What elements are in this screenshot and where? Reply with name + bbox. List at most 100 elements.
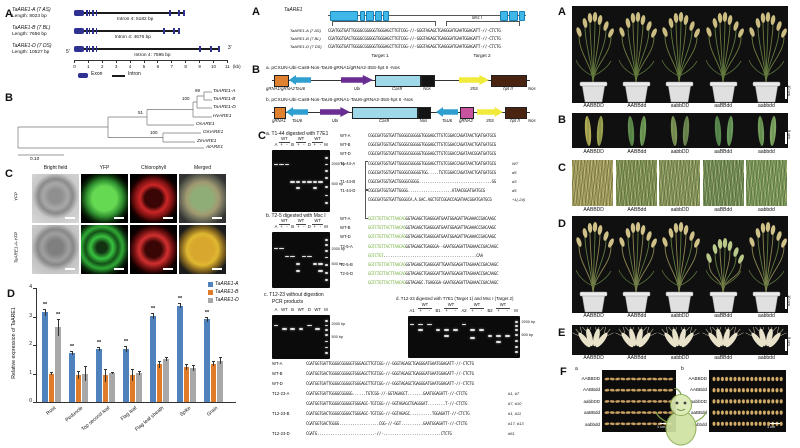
wheat-plant-photo <box>575 222 614 313</box>
gene-axis-line <box>74 60 227 61</box>
gel-lane-label: A1 <box>409 308 415 313</box>
chart-significance-marker: ** <box>42 301 48 308</box>
target-seq-name: TaARE1-B (7 BL) <box>290 36 321 41</box>
target-seq-name: TaARE1-D (7 DS) <box>290 44 322 49</box>
chart-bar <box>136 372 142 402</box>
genotype-label: AABBDD <box>583 355 604 361</box>
chart-error-bar <box>111 371 113 375</box>
seq-row-label: WT-B <box>272 371 283 376</box>
gene-axis-tick <box>213 60 214 63</box>
gel-lane-label: - <box>319 142 322 147</box>
microscopy-image <box>32 225 79 274</box>
chart-bar <box>163 359 169 402</box>
seq-allele-note: d5 <box>512 169 517 175</box>
leaf-photo <box>714 116 733 146</box>
target-bracket <box>446 21 520 26</box>
gene-exon-tick <box>85 27 88 34</box>
genotype-label: aabbdd <box>758 103 775 109</box>
panel-label-plants-flowering: A <box>558 6 566 18</box>
seq-row: CGATGGTGATTGGGGCGGGGGTGGGAGC-TGTCGG-//-G… <box>306 401 468 406</box>
seq-row: CGATGGTGATTGGGGCGGGGG......TGTCGG-//-GGT… <box>306 391 468 396</box>
gel-wt-overline <box>295 224 307 225</box>
seq-row-label: T12-23-D <box>272 431 290 436</box>
gel-wt-label: WT <box>297 217 305 223</box>
gel-band <box>307 181 312 183</box>
microscopy-row-label: YFP <box>13 192 19 201</box>
chart-error-cap <box>43 308 47 310</box>
legend-exon-swatch <box>78 73 88 78</box>
gene-axis-tick-label: 9 <box>198 63 201 69</box>
chart-bar <box>123 349 129 402</box>
tree-taxon-label: TaARE1-B <box>213 97 236 102</box>
genotype-label: AABBDD <box>688 376 707 381</box>
chart-bar <box>75 374 82 402</box>
chart-error-cap <box>205 316 209 318</box>
seq-upstream: GGTCTGTTACTTAACAG <box>368 216 406 221</box>
scale-label: 10 cm <box>787 295 792 306</box>
construct-element <box>418 107 431 119</box>
tree-scale-label: 0.10 <box>30 157 40 162</box>
gel-band <box>418 323 423 326</box>
chart-bar <box>204 319 210 402</box>
target-seq: CGATGGTGATTGGGGCGGGGGTGGGAGCTTGTCGG-//-G… <box>328 44 501 49</box>
gel-band <box>324 238 328 241</box>
field-plot-photo <box>659 160 701 206</box>
chart-bar <box>42 312 48 402</box>
construct-element <box>491 75 527 87</box>
seq-row-label: WT-B <box>340 142 351 148</box>
gel-band <box>324 329 328 331</box>
gel-lane-label: M <box>514 308 518 313</box>
gel-band <box>324 169 328 172</box>
seq-allele-note: #61 <box>508 431 515 436</box>
gel-band <box>444 329 449 332</box>
seq-allele-note: #1, #7 <box>508 391 520 396</box>
gene-axis-tick <box>115 60 117 63</box>
enzyme-site-label: Msc I <box>472 14 483 20</box>
chart-error-cap <box>124 346 128 348</box>
genotype-label: AABBdd <box>627 207 647 213</box>
gel-wt-label: WT <box>314 217 321 223</box>
gel-lane-label: + <box>280 142 283 147</box>
scale-label: 1 cm <box>657 425 666 429</box>
seq-target: GGTAGAGCTGAGGGA--GAATGGAGATTAGAAACCGACAA… <box>405 243 499 249</box>
seq-row-label: T1-44-B <box>340 179 356 184</box>
chart-error-cap <box>103 369 108 370</box>
genotype-label: aabbDD <box>583 398 600 404</box>
gel-wt-label: WT <box>281 135 288 141</box>
seq-target: GGTAGAGCTGAGGGATTGAATGGAGATTAGAAACCGACAA… <box>405 271 499 277</box>
genotype-label: aabbdd <box>758 313 775 319</box>
gel-band <box>295 181 301 183</box>
gel-lane-label: + <box>497 308 500 313</box>
genotype-label: aabbdd <box>758 149 775 155</box>
panel-label-expression-chart: D <box>7 288 15 300</box>
gel-image <box>272 232 330 288</box>
gel-lane-label: D <box>307 224 311 229</box>
seq-row: CGATGGTGACTGGGGCGGGGGTGGGAGCTTGTCGG-//-G… <box>306 371 474 376</box>
construct-element-label: Ubi <box>331 118 339 123</box>
chart-bar <box>129 374 136 402</box>
microscopy-scale-bar <box>212 217 222 219</box>
gel-band <box>514 334 518 337</box>
genotype-label: aabbDD <box>670 355 690 361</box>
gel-size-label: 500 bp <box>331 262 344 267</box>
panel-label-grains: F <box>560 366 567 378</box>
genotype-label: AABBdd <box>627 355 647 361</box>
genotype-label: AABBDD <box>583 149 604 155</box>
gel-band <box>290 328 295 330</box>
construct-element-label: TaU6 <box>441 118 453 123</box>
chart-y-tick <box>33 373 36 375</box>
genotype-label: aabbDD <box>670 313 690 319</box>
chart-bar <box>109 372 115 402</box>
spike-photo <box>701 327 744 348</box>
gel-lane-label: WT <box>297 307 305 312</box>
gene-axis-tick-label: 5 <box>142 63 146 69</box>
gel-title: c. T12-23 without digestion <box>264 292 324 298</box>
legend-intron-swatch <box>112 75 125 77</box>
gene-exon-tick <box>88 27 91 34</box>
gene-exon-tick <box>95 27 98 34</box>
chart-significance-marker: ** <box>69 343 75 350</box>
gel-lane-label: + <box>313 142 317 147</box>
genotype-label: AABBdd <box>582 387 600 393</box>
scale-bar <box>785 132 787 144</box>
gel-image <box>272 150 330 212</box>
